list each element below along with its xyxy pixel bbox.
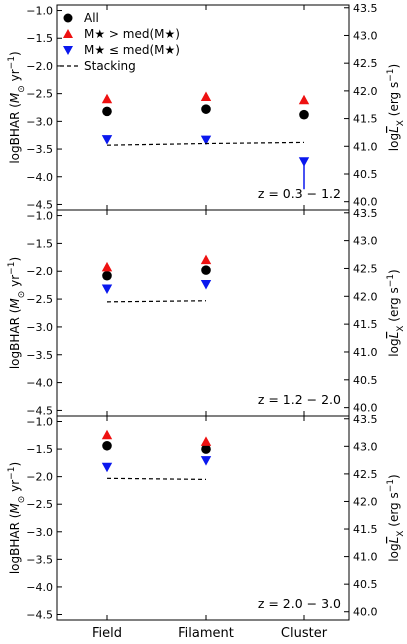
y-tick-label: −1.0 xyxy=(26,416,53,429)
right-y-tick-label: 41.5 xyxy=(353,523,378,536)
y-tick-label: −4.5 xyxy=(26,198,53,211)
y-tick-label: −2.5 xyxy=(26,293,53,306)
panel-bottom: −1.0 −1.5 −2.0 −2.5 −3.0 −3.5 −4.0 −4.5 40.0 40.5… xyxy=(7,413,406,622)
y-tick-label: −4.5 xyxy=(26,608,53,621)
x-category-label-filament: Filament xyxy=(178,626,234,641)
y-axis-label: logBHAR (M⊙ yr−1) xyxy=(7,51,27,163)
legend: All M★ > med(M★) M★ ≤ med(M★) Stacking xyxy=(60,11,180,73)
y-tick-label: −1.0 xyxy=(26,5,53,18)
marker-high-mass xyxy=(101,261,113,272)
marker-low-mass xyxy=(101,135,113,145)
marker-all xyxy=(102,106,112,117)
right-y-tick-label: 43.0 xyxy=(353,235,378,248)
x-category-label-cluster: Cluster xyxy=(281,626,328,641)
redshift-annotation: z = 0.3 − 1.2 xyxy=(258,186,341,201)
marker-low-mass xyxy=(200,456,212,466)
right-y-tick-label: 40.0 xyxy=(353,402,378,415)
stacking-line xyxy=(106,141,305,146)
right-y-tick-label: 41.5 xyxy=(353,113,378,126)
legend-label-all: All xyxy=(84,11,99,25)
marker-low-mass xyxy=(101,284,113,295)
right-y-tick-label: 43.5 xyxy=(353,2,378,15)
x-category-label-field: Field xyxy=(92,626,122,641)
right-y-tick-label: 43.0 xyxy=(353,29,378,42)
right-y-axis-label: logLX (erg s−1) xyxy=(386,64,406,151)
y-tick-label: −4.0 xyxy=(26,377,53,390)
y-tick-label: −1.0 xyxy=(26,210,53,223)
right-y-tick-label: 42.0 xyxy=(353,290,378,303)
y-tick-label: −1.5 xyxy=(26,237,53,250)
right-y-tick-label: 40.5 xyxy=(353,578,378,591)
y-tick-label: −2.5 xyxy=(26,498,53,511)
marker-all xyxy=(201,265,211,275)
marker-all xyxy=(102,270,112,281)
marker-all xyxy=(201,444,211,454)
redshift-annotation: z = 1.2 − 2.0 xyxy=(258,392,341,407)
right-y-tick-label: 40.0 xyxy=(353,606,378,619)
right-y-tick-label: 40.5 xyxy=(353,168,378,181)
right-y-tick-label: 42.5 xyxy=(353,262,378,275)
legend-marker-all xyxy=(63,13,73,23)
y-tick-label: −3.0 xyxy=(26,526,53,539)
marker-all xyxy=(201,104,211,114)
right-y-tick-label: 40.5 xyxy=(353,374,378,387)
right-y-tick-label: 43.5 xyxy=(353,413,378,426)
marker-high-mass xyxy=(200,91,212,101)
right-y-axis-label: logLX (erg s−1) xyxy=(386,474,406,561)
right-y-tick-label: 41.0 xyxy=(353,551,378,564)
y-axis-label: logBHAR (M⊙ yr−1) xyxy=(7,462,27,574)
legend-label-high-mass: M★ > med(M★) xyxy=(84,27,180,41)
y-axis-label: logBHAR (M⊙ yr−1) xyxy=(7,257,27,369)
panel-frame xyxy=(56,209,350,417)
redshift-annotation: z = 2.0 − 3.0 xyxy=(258,596,341,611)
marker-high-mass xyxy=(298,94,310,105)
stacking-line xyxy=(106,477,207,481)
y-tick-label: −4.0 xyxy=(26,171,53,184)
panel-middle: −1.0 −1.5 −2.0 −2.5 −3.0 −3.5 −4.0 −4.5 40.0 40.5… xyxy=(7,207,406,418)
panel-top: −1.0 −1.5 −2.0 −2.5 −3.0 −3.5 −4.0 −4.5 40.0 40.5… xyxy=(7,2,406,212)
right-y-tick-label: 40.0 xyxy=(353,196,378,209)
marker-all xyxy=(102,440,112,451)
y-tick-label: −2.0 xyxy=(26,265,53,278)
marker-high-mass xyxy=(101,429,113,440)
marker-all xyxy=(299,109,309,120)
y-tick-label: −2.5 xyxy=(26,88,53,101)
y-tick-label: −3.0 xyxy=(26,321,53,334)
marker-high-mass xyxy=(200,436,212,446)
marker-low-mass xyxy=(200,280,212,290)
right-y-tick-label: 42.0 xyxy=(353,85,378,98)
right-y-tick-label: 41.0 xyxy=(353,140,378,153)
y-tick-label: −3.5 xyxy=(26,553,53,566)
y-tick-label: −4.5 xyxy=(26,404,53,417)
legend-marker-high-mass xyxy=(63,29,73,38)
right-y-tick-label: 43.0 xyxy=(353,440,378,453)
right-y-tick-label: 43.5 xyxy=(353,207,378,220)
panel-frame xyxy=(56,415,350,621)
legend-label-stacking: Stacking xyxy=(84,59,136,73)
y-tick-label: −4.0 xyxy=(26,581,53,594)
y-tick-label: −3.0 xyxy=(26,115,53,128)
y-tick-label: −1.5 xyxy=(26,443,53,456)
y-tick-label: −2.0 xyxy=(26,60,53,73)
y-tick-label: −3.5 xyxy=(26,349,53,362)
right-y-axis-label: logLX (erg s−1) xyxy=(386,269,406,356)
stacking-line xyxy=(106,300,207,303)
right-y-tick-label: 41.0 xyxy=(353,346,378,359)
marker-high-mass xyxy=(200,254,212,265)
legend-label-low-mass: M★ ≤ med(M★) xyxy=(84,43,180,57)
right-y-tick-label: 42.0 xyxy=(353,495,378,508)
right-y-tick-label: 42.5 xyxy=(353,57,378,70)
y-tick-label: −1.5 xyxy=(26,32,53,45)
right-y-tick-label: 42.5 xyxy=(353,468,378,481)
legend-marker-low-mass xyxy=(63,46,73,55)
marker-high-mass xyxy=(101,93,113,104)
y-tick-label: −2.0 xyxy=(26,471,53,484)
marker-low-mass xyxy=(200,135,212,146)
y-tick-label: −3.5 xyxy=(26,143,53,156)
right-y-tick-label: 41.5 xyxy=(353,318,378,331)
marker-low-mass xyxy=(101,462,113,473)
